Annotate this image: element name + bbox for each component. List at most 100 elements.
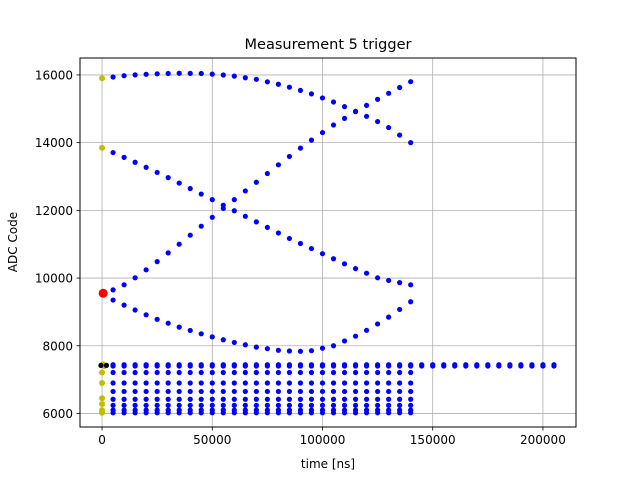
series-2-point [220, 205, 226, 212]
series-0-point [363, 113, 370, 119]
series-12-point [529, 363, 535, 369]
series-5-point [231, 380, 237, 386]
series-4-point [297, 369, 304, 376]
series-4-point [264, 369, 270, 376]
series-5-point [121, 380, 127, 386]
series-3-point [375, 321, 381, 327]
series-5-point [220, 380, 226, 386]
series-8-point [275, 402, 281, 408]
series-10-point [397, 410, 403, 416]
series-7-point [110, 396, 116, 402]
series-7-point [308, 396, 315, 402]
series-0-point [375, 118, 381, 125]
series-5-point [397, 380, 403, 386]
start-point [99, 409, 106, 416]
series-12-point [496, 363, 502, 369]
series-7-point [363, 396, 370, 402]
series-6-point [308, 388, 315, 395]
chart-title: Measurement 5 trigger [245, 37, 412, 53]
y-axis-label: ADC Code [6, 212, 20, 272]
series-8-point [209, 402, 215, 408]
series-1-point [297, 240, 304, 247]
series-1-point [231, 208, 237, 214]
series-10-point [187, 410, 193, 416]
series-8-point [253, 402, 259, 408]
series-6-point [375, 388, 381, 395]
series-5-point [408, 380, 414, 386]
series-7-point [198, 396, 204, 402]
series-6-point [165, 388, 171, 395]
series-4-point [253, 369, 259, 376]
series-3-point [341, 338, 348, 344]
series-2-point [330, 122, 337, 128]
series-8-point [352, 402, 359, 408]
series-4-point [375, 369, 381, 376]
series-1-point [110, 149, 116, 156]
series-6-point [176, 388, 182, 395]
series-5-point [253, 380, 259, 386]
series-2-point [363, 102, 370, 108]
series-4-point [165, 369, 171, 376]
baseline-point [103, 362, 110, 368]
series-4-point [176, 369, 182, 376]
series-4-point [330, 369, 337, 376]
series-1-point [341, 261, 348, 267]
series-12-point [397, 363, 403, 369]
series-7-point [264, 396, 270, 402]
series-12-point [540, 363, 546, 369]
series-8-point [187, 402, 193, 408]
series-2-point [132, 275, 138, 281]
series-0-point [209, 71, 215, 77]
highlight-point [98, 288, 108, 298]
series-12-point [242, 363, 248, 369]
series-10-point [330, 410, 337, 416]
series-8-point [297, 402, 304, 408]
series-5-point [143, 380, 149, 386]
series-10-point [143, 410, 149, 416]
series-0-point [253, 76, 259, 82]
series-4-point [308, 369, 315, 376]
series-8-point [198, 402, 204, 408]
series-7-point [319, 396, 326, 402]
series-5-point [154, 380, 160, 386]
series-10-point [352, 410, 359, 416]
series-12-point [209, 363, 215, 369]
series-4-point [110, 369, 116, 376]
series-2-point [121, 282, 127, 288]
series-10-point [264, 410, 270, 416]
x-tick-label: 100000 [300, 433, 346, 447]
series-6-point [242, 388, 248, 395]
series-6-point [231, 388, 237, 395]
series-0-point [121, 73, 127, 79]
series-2-point [231, 197, 237, 203]
series-2-point [352, 109, 359, 115]
series-7-point [121, 396, 127, 402]
series-10-point [154, 410, 160, 416]
series-0-point [231, 73, 237, 79]
series-7-point [209, 396, 215, 402]
x-tick-label: 50000 [193, 433, 231, 447]
series-8-point [341, 402, 348, 408]
series-8-point [143, 402, 149, 408]
series-12-point [474, 363, 480, 369]
series-5-point [341, 380, 348, 386]
series-12-point [187, 363, 193, 369]
series-1-point [352, 266, 359, 272]
series-0-point [319, 95, 326, 101]
series-5-point [165, 380, 171, 386]
series-1-point [176, 180, 182, 186]
grid [80, 58, 576, 427]
series-4-point [143, 369, 149, 376]
series-12-point [551, 363, 557, 369]
series-10-point [386, 410, 392, 416]
series-7-point [330, 396, 337, 402]
series-12-point [419, 363, 425, 369]
series-3-point [297, 348, 304, 354]
series-10-point [132, 410, 138, 416]
series-1-point [132, 159, 138, 165]
series-0-point [286, 84, 293, 90]
series-0-point [165, 70, 171, 77]
series-12-point [275, 363, 281, 369]
series-3-point [132, 307, 138, 313]
start-point [99, 369, 106, 376]
